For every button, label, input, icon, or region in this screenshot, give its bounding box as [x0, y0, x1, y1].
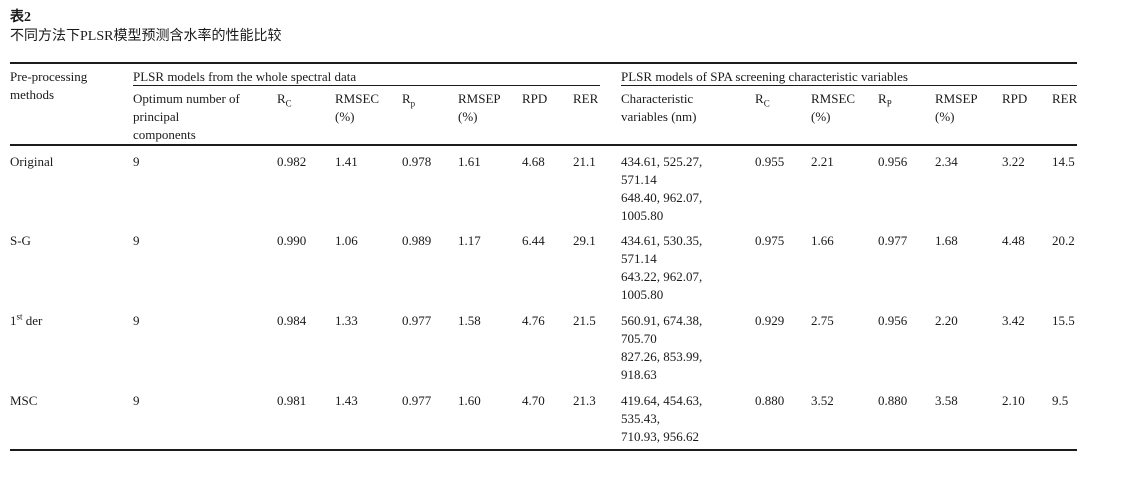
cell-rc-spa: 0.955 — [755, 154, 785, 169]
cell-rmsep-whole: 1.58 — [458, 313, 481, 328]
cell-rmsep-whole: 1.61 — [458, 154, 481, 169]
subheader-rpd-spa: RPD — [1002, 86, 1053, 146]
cell-rc-whole: 0.984 — [277, 313, 307, 328]
cell-rmsep-spa: 1.68 — [935, 233, 958, 248]
cell-rp-whole: 0.978 — [402, 154, 432, 169]
col-header-preprocessing: Pre-processing methods — [10, 63, 133, 146]
table-row-sg: S-G 9 0.990 1.06 0.989 1.17 6.44 29.1 43… — [10, 225, 1077, 305]
cell-rc-spa: 0.880 — [755, 393, 785, 408]
subheader-characteristic-variables: Characteristic variables (nm) — [621, 86, 756, 146]
results-table: Pre-processing methods PLSR models from … — [10, 62, 1077, 451]
cell-components: 9 — [133, 233, 140, 248]
cell-rer-whole: 21.5 — [573, 313, 596, 328]
cell-rp-spa: 0.977 — [878, 233, 908, 248]
cell-rmsep-spa: 3.58 — [935, 393, 958, 408]
cell-rc-spa: 0.929 — [755, 313, 785, 328]
cell-components: 9 — [133, 313, 140, 328]
cell-rpd-spa: 3.42 — [1002, 313, 1025, 328]
cell-rp-spa: 0.880 — [878, 393, 908, 408]
cell-method: 1st der — [10, 311, 43, 328]
group-header-row: Pre-processing methods PLSR models from … — [10, 63, 1078, 146]
subheader-rc-spa: RC — [755, 86, 812, 146]
cell-characteristic-variables: 434.61, 525.27, 571.14 648.40, 962.07, 1… — [621, 154, 703, 223]
subheader-rc-whole: RC — [277, 86, 335, 146]
subheader-rmsep-spa: RMSEP (%) — [935, 86, 1003, 146]
cell-rer-whole: 21.3 — [573, 393, 596, 408]
group-header-whole-spectral: PLSR models from the whole spectral data — [133, 63, 621, 86]
cell-components: 9 — [133, 393, 140, 408]
cell-rp-whole: 0.977 — [402, 393, 432, 408]
cell-rp-whole: 0.977 — [402, 313, 432, 328]
cell-rer-spa: 9.5 — [1052, 393, 1069, 408]
cell-rpd-spa: 2.10 — [1002, 393, 1025, 408]
cell-rc-whole: 0.990 — [277, 233, 307, 248]
cell-components: 9 — [133, 154, 140, 169]
cell-characteristic-variables: 560.91, 674.38, 705.70 827.26, 853.99, 9… — [621, 313, 703, 382]
cell-rer-spa: 20.2 — [1052, 233, 1075, 248]
subheader-optimum-components: Optimum number of principal components — [133, 86, 277, 146]
table-row-msc: MSC 9 0.981 1.43 0.977 1.60 4.70 21.3 41… — [10, 385, 1077, 450]
cell-rmsec-whole: 1.06 — [335, 233, 358, 248]
cell-rer-spa: 15.5 — [1052, 313, 1075, 328]
cell-rmsep-spa: 2.20 — [935, 313, 958, 328]
cell-method: MSC — [10, 393, 38, 408]
cell-rp-spa: 0.956 — [878, 313, 908, 328]
table-label: 表2 — [10, 10, 31, 25]
cell-rmsec-spa: 2.75 — [811, 313, 834, 328]
cell-rmsec-spa: 2.21 — [811, 154, 834, 169]
table-caption-text: 不同方法下PLSR模型预测含水率的性能比较 — [10, 29, 282, 44]
sub-header-row: Optimum number of principal components R… — [10, 86, 1077, 146]
subheader-rp-whole: Rp — [402, 86, 458, 146]
subheader-rpd-whole: RPD — [522, 86, 573, 146]
cell-rpd-whole: 6.44 — [522, 233, 545, 248]
table-row-original: Original 9 0.982 1.41 0.978 1.61 4.68 21… — [10, 145, 1077, 225]
cell-rmsec-whole: 1.43 — [335, 393, 358, 408]
cell-rmsep-spa: 2.34 — [935, 154, 958, 169]
cell-rmsec-whole: 1.33 — [335, 313, 358, 328]
cell-rc-whole: 0.981 — [277, 393, 307, 408]
cell-rmsep-whole: 1.60 — [458, 393, 481, 408]
cell-rc-spa: 0.975 — [755, 233, 785, 248]
table-caption: 表2 不同方法下PLSR模型预测含水率的性能比较 — [10, 8, 1141, 46]
cell-rpd-whole: 4.68 — [522, 154, 545, 169]
group-header-spa-screening: PLSR models of SPA screening characteris… — [621, 63, 1078, 86]
cell-rpd-spa: 3.22 — [1002, 154, 1025, 169]
cell-characteristic-variables: 434.61, 530.35, 571.14 643.22, 962.07, 1… — [621, 233, 703, 302]
cell-rmsec-spa: 3.52 — [811, 393, 834, 408]
cell-method: Original — [10, 154, 54, 169]
cell-rp-whole: 0.989 — [402, 233, 432, 248]
cell-rmsep-whole: 1.17 — [458, 233, 481, 248]
cell-rmsec-spa: 1.66 — [811, 233, 834, 248]
subheader-rer-spa: RER — [1052, 86, 1077, 146]
cell-rpd-spa: 4.48 — [1002, 233, 1025, 248]
cell-rmsec-whole: 1.41 — [335, 154, 358, 169]
cell-rer-spa: 14.5 — [1052, 154, 1075, 169]
subheader-rp-spa: RP — [878, 86, 936, 146]
cell-method: S-G — [10, 233, 31, 248]
paper-page: 表2 不同方法下PLSR模型预测含水率的性能比较 Pre-processing … — [10, 8, 1141, 451]
subheader-rmsec-spa: RMSEC (%) — [811, 86, 879, 146]
subheader-rer-whole: RER — [573, 86, 622, 146]
cell-characteristic-variables: 419.64, 454.63, 535.43, 710.93, 956.62 — [621, 393, 703, 444]
cell-rpd-whole: 4.76 — [522, 313, 545, 328]
cell-rc-whole: 0.982 — [277, 154, 307, 169]
cell-rer-whole: 29.1 — [573, 233, 596, 248]
subheader-rmsec-whole: RMSEC (%) — [335, 86, 402, 146]
subheader-rmsep-whole: RMSEP (%) — [458, 86, 522, 146]
table-row-1st-der: 1st der 9 0.984 1.33 0.977 1.58 4.76 21.… — [10, 305, 1077, 385]
cell-rpd-whole: 4.70 — [522, 393, 545, 408]
cell-rer-whole: 21.1 — [573, 154, 596, 169]
cell-rp-spa: 0.956 — [878, 154, 908, 169]
